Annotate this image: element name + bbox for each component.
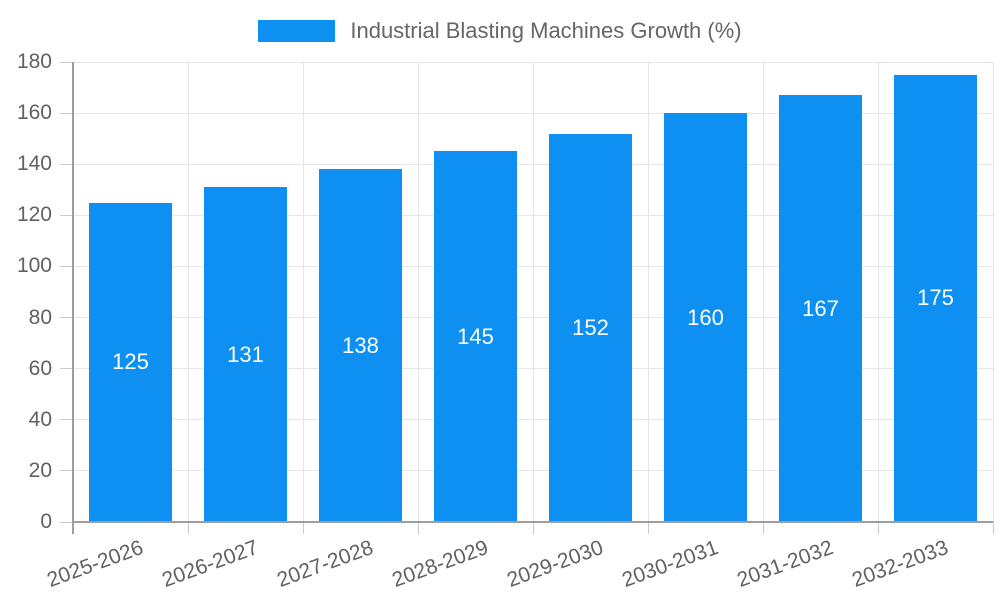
x-tick-label: 2031-2032	[734, 536, 837, 592]
bar[interactable]: 138	[318, 169, 403, 522]
y-tick-label: 40	[28, 407, 52, 431]
y-axis-tick	[60, 214, 73, 216]
legend[interactable]: Industrial Blasting Machines Growth (%)	[0, 19, 1000, 43]
bar-value-label: 125	[112, 349, 149, 375]
bar[interactable]: 131	[203, 187, 288, 522]
gridline-v	[992, 62, 994, 522]
x-axis-tick	[647, 522, 649, 534]
y-tick-label: 160	[16, 101, 52, 125]
y-tick-label: 60	[28, 356, 52, 380]
y-tick-label: 100	[16, 254, 52, 278]
x-tick-label: 2032-2033	[849, 536, 952, 592]
bar[interactable]: 125	[88, 202, 173, 522]
bar-value-label: 131	[227, 341, 264, 367]
y-tick-label: 20	[28, 458, 52, 482]
y-axis-line	[72, 62, 74, 534]
bar-value-label: 145	[457, 323, 494, 349]
x-tick-label: 2025-2026	[44, 536, 147, 592]
x-tick-label: 2030-2031	[619, 536, 722, 592]
legend-swatch	[258, 20, 336, 42]
x-axis-tick	[762, 522, 764, 534]
y-tick-label: 120	[16, 203, 52, 227]
y-axis-tick	[60, 317, 73, 319]
bar-value-label: 160	[687, 304, 724, 330]
x-axis-tick	[532, 522, 534, 534]
x-axis-tick	[992, 522, 994, 534]
bar-value-label: 138	[342, 332, 379, 358]
y-axis-tick	[60, 419, 73, 421]
bar-value-label: 152	[572, 314, 609, 340]
x-axis-tick	[877, 522, 879, 534]
x-axis-tick	[302, 522, 304, 534]
bar[interactable]: 145	[433, 151, 518, 522]
x-tick-label: 2029-2030	[504, 536, 607, 592]
bar-value-label: 167	[802, 295, 839, 321]
x-axis-tick	[417, 522, 419, 534]
gridline-v	[877, 62, 879, 522]
bar[interactable]: 167	[778, 95, 863, 522]
y-axis-tick	[60, 368, 73, 370]
y-axis-tick	[60, 265, 73, 267]
y-tick-label: 140	[16, 152, 52, 176]
y-axis-tick	[60, 112, 73, 114]
y-axis-tick	[60, 521, 73, 523]
x-tick-label: 2027-2028	[274, 536, 377, 592]
gridline-v	[532, 62, 534, 522]
gridline-v	[187, 62, 189, 522]
x-tick-label: 2028-2029	[389, 536, 492, 592]
gridline-v	[302, 62, 304, 522]
y-tick-label: 0	[40, 510, 52, 533]
y-axis-tick	[60, 470, 73, 472]
y-tick-label: 180	[16, 50, 52, 73]
plot-area: 0 20 40 60 80 100 120 140 160 180 125 2025-2026 131 2…	[17, 50, 994, 592]
x-tick-label: 2026-2027	[159, 536, 262, 592]
bar[interactable]: 175	[893, 74, 978, 522]
x-axis-line	[72, 521, 993, 523]
gridline-v	[647, 62, 649, 522]
legend-label: Industrial Blasting Machines Growth (%)	[350, 18, 742, 43]
x-axis-tick	[187, 522, 189, 534]
y-tick-label: 80	[28, 305, 52, 329]
bar-value-label: 175	[917, 285, 954, 311]
y-axis-tick	[60, 61, 73, 63]
bar[interactable]: 152	[548, 133, 633, 522]
bar[interactable]: 160	[663, 113, 748, 522]
y-axis-tick	[60, 163, 73, 165]
gridline-v	[762, 62, 764, 522]
gridline-v	[417, 62, 419, 522]
